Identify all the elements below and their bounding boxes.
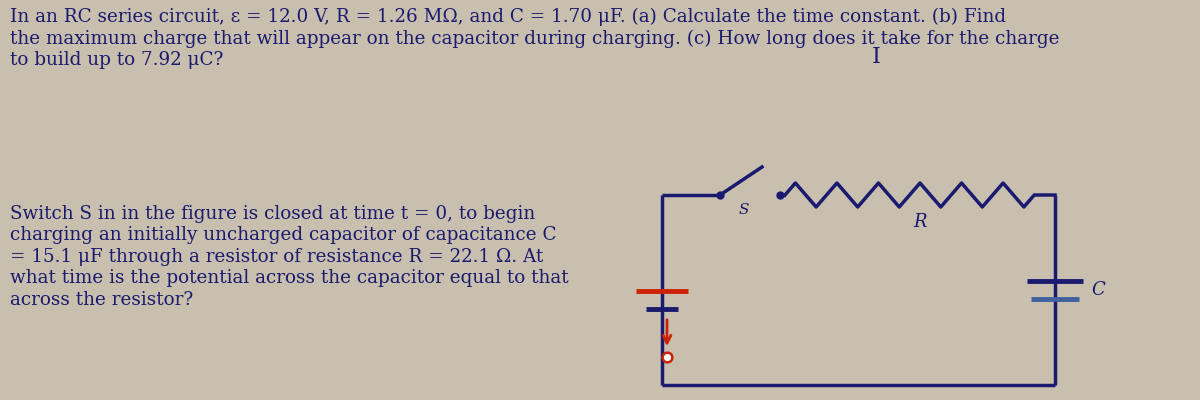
Text: R: R xyxy=(913,213,926,231)
Text: I: I xyxy=(872,46,881,68)
Text: Switch S in in the figure is closed at time t = 0, to begin: Switch S in in the figure is closed at t… xyxy=(10,205,535,223)
Text: In an RC series circuit, ε = 12.0 V, R = 1.26 MΩ, and C = 1.70 μF. (a) Calculate: In an RC series circuit, ε = 12.0 V, R =… xyxy=(10,8,1006,26)
Text: across the resistor?: across the resistor? xyxy=(10,290,193,308)
Text: C: C xyxy=(1091,281,1105,299)
Text: = 15.1 μF through a resistor of resistance R = 22.1 Ω. At: = 15.1 μF through a resistor of resistan… xyxy=(10,248,544,266)
Text: to build up to 7.92 μC?: to build up to 7.92 μC? xyxy=(10,51,223,69)
Text: the maximum charge that will appear on the capacitor during charging. (c) How lo: the maximum charge that will appear on t… xyxy=(10,29,1060,48)
Text: S: S xyxy=(739,203,749,217)
Text: charging an initially uncharged capacitor of capacitance C: charging an initially uncharged capacito… xyxy=(10,226,557,244)
Text: what time is the potential across the capacitor equal to that: what time is the potential across the ca… xyxy=(10,269,569,287)
